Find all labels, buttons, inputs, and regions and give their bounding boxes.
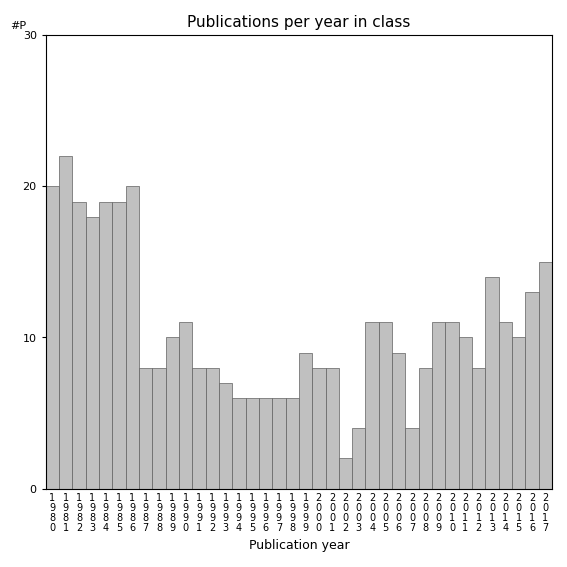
- Bar: [339, 458, 352, 489]
- Bar: [286, 398, 299, 489]
- Bar: [259, 398, 272, 489]
- Bar: [432, 323, 446, 489]
- Bar: [112, 201, 126, 489]
- Bar: [325, 368, 339, 489]
- Bar: [366, 323, 379, 489]
- Bar: [86, 217, 99, 489]
- Bar: [499, 323, 512, 489]
- Bar: [459, 337, 472, 489]
- Bar: [126, 187, 139, 489]
- Bar: [166, 337, 179, 489]
- Bar: [99, 201, 112, 489]
- Bar: [272, 398, 286, 489]
- Bar: [153, 368, 166, 489]
- Bar: [219, 383, 232, 489]
- Bar: [485, 277, 499, 489]
- Bar: [352, 428, 366, 489]
- Bar: [299, 353, 312, 489]
- Bar: [59, 156, 73, 489]
- Bar: [179, 323, 192, 489]
- Text: #P: #P: [10, 21, 27, 31]
- Bar: [232, 398, 246, 489]
- Bar: [206, 368, 219, 489]
- Bar: [139, 368, 153, 489]
- Bar: [246, 398, 259, 489]
- Bar: [312, 368, 325, 489]
- Bar: [392, 353, 405, 489]
- Bar: [472, 368, 485, 489]
- Bar: [46, 187, 59, 489]
- Bar: [405, 428, 419, 489]
- Bar: [446, 323, 459, 489]
- Bar: [526, 292, 539, 489]
- Bar: [512, 337, 526, 489]
- Bar: [379, 323, 392, 489]
- Bar: [73, 201, 86, 489]
- Title: Publications per year in class: Publications per year in class: [187, 15, 411, 30]
- Bar: [192, 368, 206, 489]
- X-axis label: Publication year: Publication year: [248, 539, 349, 552]
- Bar: [419, 368, 432, 489]
- Bar: [539, 262, 552, 489]
